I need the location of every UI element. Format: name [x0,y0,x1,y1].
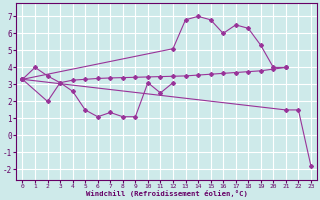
X-axis label: Windchill (Refroidissement éolien,°C): Windchill (Refroidissement éolien,°C) [86,190,248,197]
